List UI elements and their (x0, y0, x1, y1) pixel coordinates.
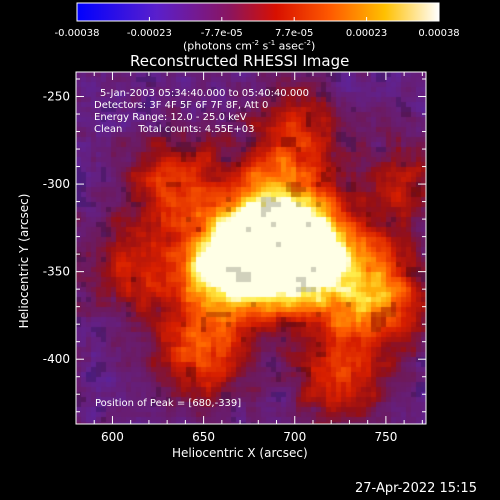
units-exp3: -2 (303, 39, 311, 47)
colorbar-tick-label: -0.00038 (55, 28, 100, 39)
units-suffix: ) (310, 39, 316, 53)
colorbar-tick-label: 0.00023 (346, 28, 387, 39)
page-title: Reconstructed RHESSI Image (130, 52, 350, 70)
units-mid2: asec (275, 39, 304, 53)
y-tick-label: -400 (43, 352, 70, 366)
annotation-time: 5-Jan-2003 05:34:40.000 to 05:40:40.000 (100, 88, 309, 99)
x-tick-label: 650 (192, 430, 215, 444)
annotation-clean: Clean Total counts: 4.55E+03 (94, 124, 255, 135)
colorbar-gradient (76, 2, 440, 22)
rhessi-image (76, 72, 426, 424)
x-axis-label: Heliocentric X (arcsec) (172, 446, 308, 460)
colorbar: -0.00038 -0.00023 -7.7e-05 7.7e-05 0.00023 0.… (55, 2, 460, 39)
colorbar-units: (photons cm-2 s-1 asec-2) (183, 39, 315, 53)
annotation-energy: Energy Range: 12.0 - 25.0 keV (94, 112, 247, 123)
x-tick-label: 750 (374, 430, 397, 444)
colorbar-tick-label: -0.00023 (127, 28, 172, 39)
plot-frame (75, 71, 427, 425)
annotation-peak: Position of Peak = [680,-339] (95, 398, 242, 409)
units-mid: s (258, 39, 269, 53)
units-prefix: (photons cm (183, 39, 252, 53)
colorbar-tick-label: 0.00038 (418, 28, 459, 39)
y-tick-label: -350 (43, 265, 70, 279)
x-tick-label: 700 (283, 430, 306, 444)
units-exp1: -2 (251, 39, 259, 47)
colorbar-ticks: -0.00038 -0.00023 -7.7e-05 7.7e-05 0.00023 0.… (55, 17, 460, 39)
y-tick-label: -250 (43, 90, 70, 104)
colorbar-tick-label: 7.7e-05 (275, 28, 313, 39)
colorbar-tick-label: -7.7e-05 (201, 28, 243, 39)
x-tick-label: 600 (101, 430, 124, 444)
timestamp: 27-Apr-2022 15:15 (355, 481, 477, 496)
units-exp2: -1 (268, 39, 276, 47)
y-axis-label: Heliocentric Y (arcsec) (17, 193, 31, 329)
y-tick-label: -300 (43, 177, 70, 191)
annotation-detectors: Detectors: 3F 4F 5F 6F 7F 8F, Att 0 (94, 100, 269, 111)
